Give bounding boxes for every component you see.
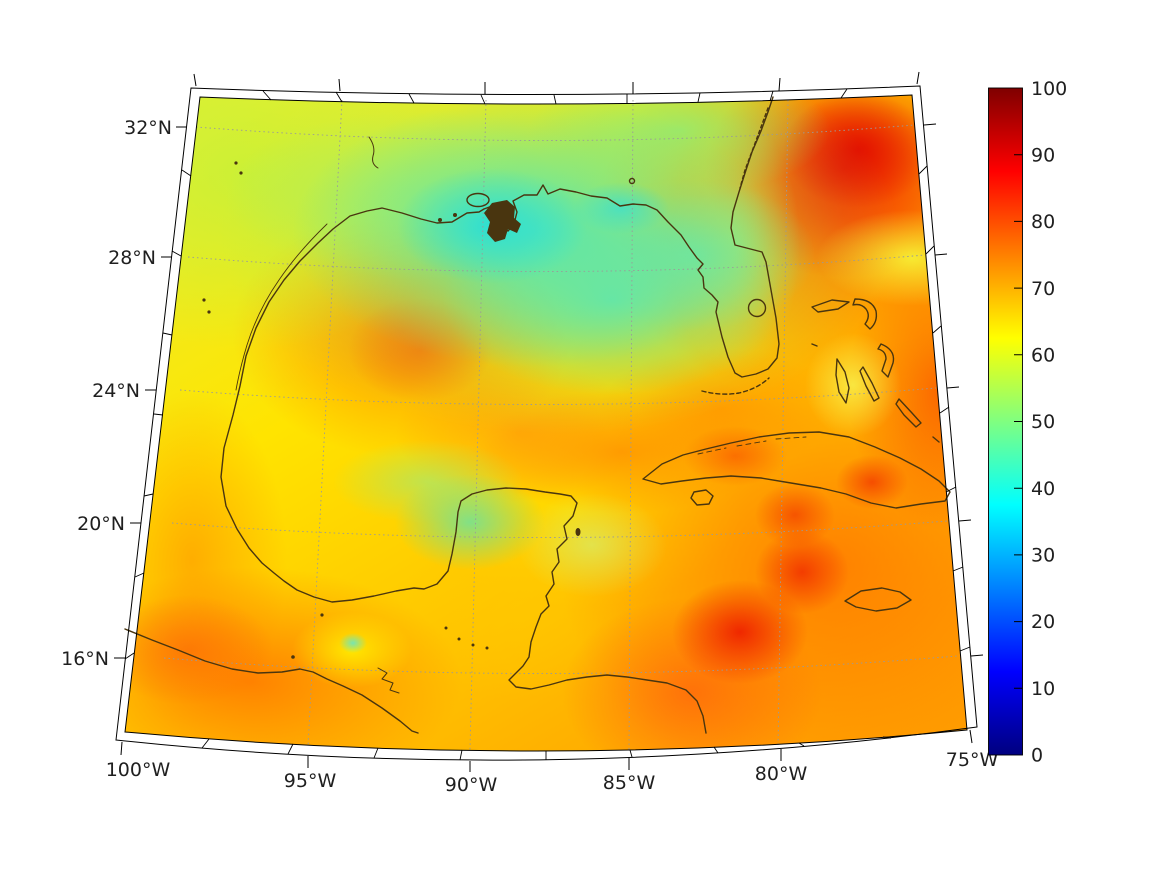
colorbar-ticks xyxy=(1014,154,1023,689)
gridline-85w xyxy=(628,99,634,752)
lon-tick-label: 100°W xyxy=(106,759,171,781)
graticule xyxy=(163,99,958,752)
frame-outer xyxy=(115,85,978,761)
axis-major-ticks xyxy=(114,71,984,772)
frame-inner xyxy=(124,94,968,752)
reef-speck xyxy=(485,646,489,650)
coastline-abaco xyxy=(852,298,878,330)
colorbar-label: 20 xyxy=(1031,611,1055,633)
islet xyxy=(239,171,243,175)
reef-speck xyxy=(471,643,475,647)
coastline-jamaica xyxy=(844,587,912,612)
gridline-16n xyxy=(163,655,958,674)
lat-tick-label: 24°N xyxy=(92,380,140,402)
gridline-20n xyxy=(171,520,948,538)
mississippi-delta-marsh xyxy=(484,200,521,242)
coastline-texas-lagoon xyxy=(235,223,328,391)
coastline-isla-juventud xyxy=(690,489,714,506)
colorbar-label: 70 xyxy=(1031,278,1055,300)
coastline-long-island xyxy=(895,398,922,428)
colorbar-label: 90 xyxy=(1031,145,1055,167)
gridline-28n xyxy=(187,254,926,272)
coastline-pacific xyxy=(124,628,419,734)
axis-labels: 32°N 28°N 24°N 20°N 16°N 100°W 95°W 90°W… xyxy=(61,117,998,796)
lake-small-panhandle xyxy=(628,177,636,185)
gridline-90w xyxy=(469,99,487,751)
frame-dividers xyxy=(124,88,971,761)
coastline-exuma xyxy=(859,366,880,402)
cozumel-island xyxy=(575,528,581,536)
islet xyxy=(291,655,295,659)
lon-tick-label: 95°W xyxy=(284,770,337,792)
lake-squiggle-texas xyxy=(368,136,379,169)
colorbar-label: 10 xyxy=(1031,678,1055,700)
river-zigzag-chiapas xyxy=(377,667,400,694)
colorbar-label: 60 xyxy=(1031,345,1055,367)
coastline-cuba-cays xyxy=(697,436,807,455)
lat-tick-label: 16°N xyxy=(61,648,109,670)
colorbar-label: 80 xyxy=(1031,211,1055,233)
lon-tick-label: 90°W xyxy=(445,774,498,796)
coastline-cuba xyxy=(642,431,951,509)
map-frame xyxy=(114,71,984,772)
coastline-bahama-specks xyxy=(811,343,940,443)
gridline-24n xyxy=(179,387,937,405)
colorbar-label: 30 xyxy=(1031,545,1055,567)
colorbar-label: 50 xyxy=(1031,411,1055,433)
coastline-grand-bahama xyxy=(811,299,850,313)
reef-speck xyxy=(444,626,448,630)
lon-tick-label: 85°W xyxy=(603,772,656,794)
coastline-gulf-mainland xyxy=(220,96,780,734)
lat-tick-label: 20°N xyxy=(77,513,125,535)
coastline-andros xyxy=(835,358,850,404)
lat-tick-label: 32°N xyxy=(124,117,172,139)
islet xyxy=(207,310,211,314)
coastline-eleuthera xyxy=(877,343,895,378)
lake-pontchartrain xyxy=(466,192,490,208)
colorbar-label: 40 xyxy=(1031,478,1055,500)
gridline-80w xyxy=(777,99,789,749)
islet xyxy=(234,161,238,165)
coastline-florida-keys xyxy=(701,377,770,395)
colorbar-label: 100 xyxy=(1031,78,1067,100)
islet xyxy=(320,613,324,617)
marsh-speck xyxy=(438,218,442,222)
coastlines xyxy=(124,96,951,734)
reef-speck xyxy=(457,637,461,641)
coastline-islets xyxy=(202,161,581,659)
colorbar: 100 90 80 70 60 50 40 30 20 10 0 xyxy=(988,78,1067,767)
marsh-speck xyxy=(453,213,457,217)
colorbar-label: 0 xyxy=(1031,745,1043,767)
gridline-32n xyxy=(195,124,915,141)
lon-tick-label: 80°W xyxy=(755,763,808,785)
islet xyxy=(202,298,206,302)
lat-tick-label: 28°N xyxy=(108,247,156,269)
lon-tick-label: 75°W xyxy=(946,749,999,771)
lake-okeechobee xyxy=(747,298,767,318)
coastline-georgia-barrier xyxy=(739,107,769,189)
gridline-95w xyxy=(307,99,343,748)
